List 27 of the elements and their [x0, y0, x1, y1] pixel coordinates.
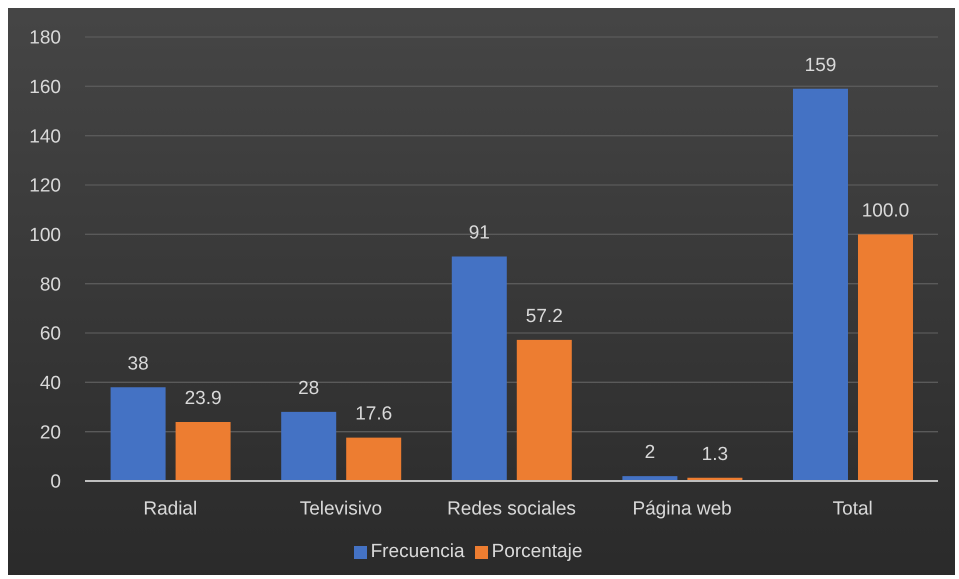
x-tick-label: Redes sociales: [447, 498, 576, 520]
data-label: 2: [644, 442, 656, 464]
y-tick-label: 0: [50, 472, 61, 493]
x-tick-label: Radial: [143, 498, 198, 520]
data-label: 17.6: [355, 404, 392, 425]
data-label: 38: [128, 353, 149, 374]
y-tick-label: 40: [40, 373, 61, 394]
y-tick-label: 80: [40, 274, 61, 296]
y-tick-label: 20: [40, 422, 61, 444]
y-tick-label: 60: [40, 324, 61, 345]
x-tick-label: Página web: [632, 498, 732, 520]
x-tick-label: Televisivo: [300, 498, 382, 520]
x-tick-label: Total: [832, 498, 873, 520]
data-label: 159: [804, 54, 836, 76]
legend-label: Frecuencia: [370, 541, 465, 562]
y-tick-label: 160: [29, 77, 61, 98]
data-label: 23.9: [184, 388, 222, 410]
y-tick-label: 100: [29, 225, 61, 246]
data-label: 1.3: [702, 444, 728, 465]
data-label: 91: [468, 222, 490, 244]
y-tick-label: 120: [29, 176, 61, 197]
data-label: 28: [298, 378, 320, 399]
y-tick-label: 180: [29, 28, 61, 49]
data-label: 57.2: [526, 306, 563, 327]
y-tick-label: 140: [29, 126, 61, 148]
legend-label: Porcentaje: [492, 541, 582, 562]
data-label: 100.0: [862, 200, 910, 222]
